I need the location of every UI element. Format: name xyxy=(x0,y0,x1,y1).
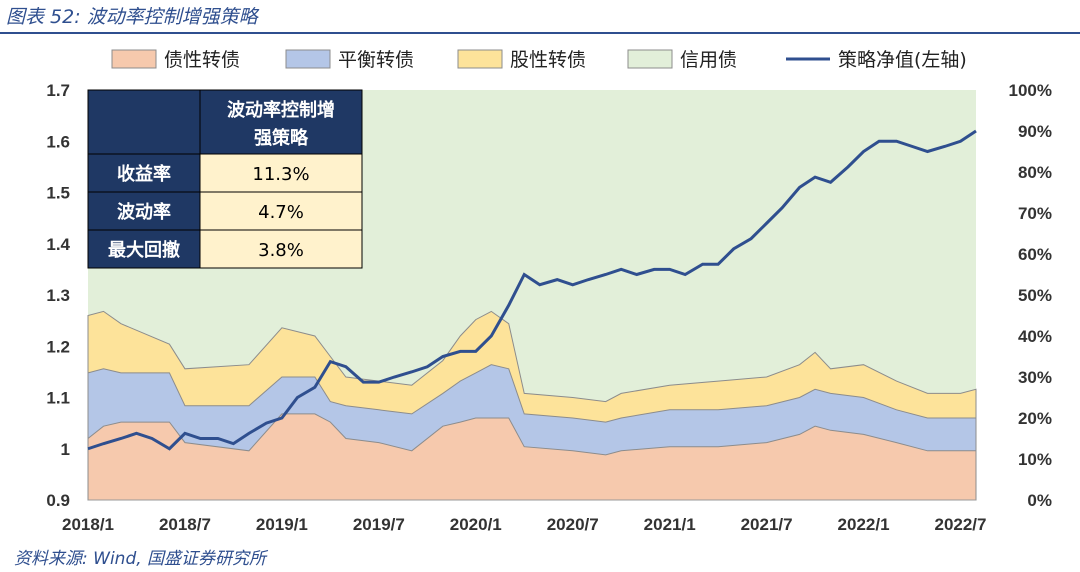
table-rows: 收益率 11.3% 波动率 4.7% 最大回撤 3.8% xyxy=(87,153,363,269)
right-tick-label: 30% xyxy=(1018,368,1052,387)
x-tick-label: 2019/1 xyxy=(256,515,308,534)
left-tick-label: 1 xyxy=(61,440,70,459)
right-tick-label: 20% xyxy=(1018,409,1052,428)
figure-title: 图表 52: 波动率控制增强策略 xyxy=(6,6,258,28)
x-tick-label: 2022/7 xyxy=(934,515,986,534)
x-tick-label: 2021/1 xyxy=(644,515,696,534)
table-header-cell-blank xyxy=(87,89,201,155)
legend-balanced-cb: 平衡转债 xyxy=(285,49,414,71)
table-header-line-2: 强策略 xyxy=(254,127,309,149)
table-row-value: 4.7% xyxy=(258,202,304,223)
area-credit-bond xyxy=(87,413,977,501)
legend-credit-bond: 债性转债 xyxy=(111,49,240,71)
left-tick-label: 1.7 xyxy=(46,81,70,100)
right-tick-label: 50% xyxy=(1018,286,1052,305)
left-tick-label: 1.6 xyxy=(46,132,70,151)
legend-label: 债性转债 xyxy=(164,49,240,71)
table-row-label: 波动率 xyxy=(117,201,171,223)
table-row: 最大回撤 3.8% xyxy=(87,229,363,269)
table-row-label: 最大回撤 xyxy=(108,239,180,261)
table-header-cell xyxy=(199,89,363,155)
legend-label: 策略净值(左轴) xyxy=(838,49,967,71)
right-tick-label: 60% xyxy=(1018,245,1052,264)
x-tick-label: 2020/7 xyxy=(547,515,599,534)
left-tick-label: 1.1 xyxy=(46,389,70,408)
left-tick-label: 1.5 xyxy=(46,184,70,203)
right-tick-label: 90% xyxy=(1018,122,1052,141)
x-tick-label: 2021/7 xyxy=(741,515,793,534)
legend-label: 信用债 xyxy=(680,49,737,71)
table-row-label: 收益率 xyxy=(117,163,171,185)
legend: 债性转债 平衡转债 股性转债 信用债 策略净值(左轴) xyxy=(111,49,967,71)
right-tick-label: 70% xyxy=(1018,204,1052,223)
legend-equity-cb: 股性转债 xyxy=(457,49,586,71)
table-header-line-1: 波动率控制增 xyxy=(227,99,335,121)
left-tick-label: 0.9 xyxy=(46,491,70,510)
x-tick-label: 2022/1 xyxy=(838,515,890,534)
x-tick-label: 2020/1 xyxy=(450,515,502,534)
title-rule xyxy=(0,32,1080,34)
right-axis-ticks: 0% 10% 20% 30% 40% 50% 60% 70% 80% 90% 100% xyxy=(1009,81,1052,510)
table-row: 波动率 4.7% xyxy=(87,191,363,231)
left-tick-label: 1.2 xyxy=(46,337,70,356)
source-note: 资料来源: Wind, 国盛证券研究所 xyxy=(14,549,267,569)
right-tick-label: 100% xyxy=(1009,81,1052,100)
x-tick-label: 2018/1 xyxy=(62,515,114,534)
legend-convertible-base: 信用债 xyxy=(627,49,737,71)
legend-nav: 策略净值(左轴) xyxy=(786,49,967,71)
right-tick-label: 80% xyxy=(1018,163,1052,182)
right-tick-label: 10% xyxy=(1018,450,1052,469)
right-tick-label: 40% xyxy=(1018,327,1052,346)
table-row-value: 3.8% xyxy=(258,240,304,261)
left-tick-label: 1.4 xyxy=(46,235,70,254)
legend-label: 平衡转债 xyxy=(338,49,414,71)
table-row-value: 11.3% xyxy=(252,164,309,185)
x-tick-label: 2019/7 xyxy=(353,515,405,534)
summary-table: 波动率控制增 强策略 收益率 11.3% 波动率 4.7% 最大回撤 3.8% xyxy=(87,89,363,269)
table-row: 收益率 11.3% xyxy=(87,153,363,193)
strategy-nav-line xyxy=(87,129,977,451)
left-axis-ticks: 0.9 1 1.1 1.2 1.3 1.4 1.5 1.6 1.7 xyxy=(46,81,70,510)
chart: 债性转债 平衡转债 股性转债 信用债 策略净值(左轴) 0.9 1 1.1 1.2 1.3 1.4… xyxy=(46,49,1052,534)
legend-label: 股性转债 xyxy=(510,49,586,71)
x-axis-ticks: 2018/1 2018/7 2019/1 2019/7 2020/1 2020/7 2021… xyxy=(62,515,986,534)
right-tick-label: 0% xyxy=(1027,491,1052,510)
x-tick-label: 2018/7 xyxy=(159,515,211,534)
left-tick-label: 1.3 xyxy=(46,286,70,305)
